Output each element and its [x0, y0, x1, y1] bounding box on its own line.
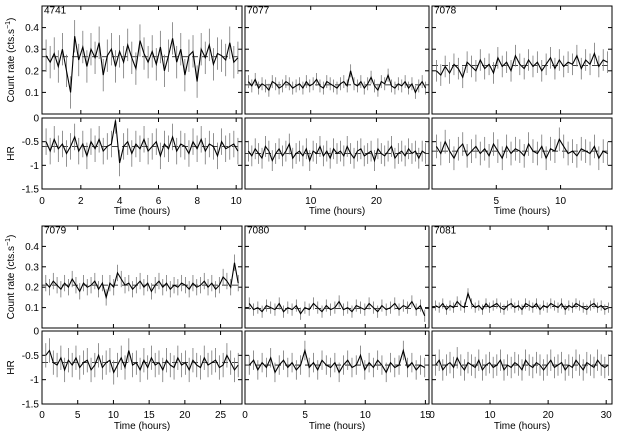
panel-obsid-label: 4741 — [44, 5, 67, 16]
count-rate-series-line — [248, 300, 426, 317]
axes-frame — [41, 330, 243, 405]
panel-obsid-label: 7077 — [247, 5, 270, 16]
count-rate-series-line — [247, 70, 427, 94]
y-axis-label-hr: HR — [6, 360, 17, 374]
y-tick-label: 0.2 — [25, 66, 39, 77]
x-tick-label: 0 — [39, 196, 45, 207]
y-tick-label: 0 — [33, 114, 39, 125]
x-tick-label: 15 — [420, 410, 432, 421]
y-tick-label: -1 — [30, 161, 39, 172]
hardness-ratio-series-line — [45, 349, 239, 374]
y-tick-label: 0.1 — [25, 303, 39, 314]
y-tick-label: 0.3 — [25, 45, 39, 56]
y-axis-label-count-rate: Count rate (cts.s−1) — [5, 235, 17, 320]
x-tick-label: 10 — [485, 410, 497, 421]
x-tick-label: 10 — [108, 410, 120, 421]
x-tick-label: 20 — [543, 410, 555, 421]
x-axis-label: Time (hours) — [494, 206, 550, 217]
panel-obsid-label: 7081 — [434, 225, 457, 236]
hardness-ratio-series-line — [247, 142, 426, 163]
y-axis-label-count-rate: Count rate (cts.s−1) — [5, 18, 17, 103]
y-tick-label: 0.2 — [25, 283, 39, 294]
axes-frame — [431, 5, 613, 115]
y-axis-label-superscript: −1 — [5, 238, 12, 246]
count-rate-series-line — [45, 36, 239, 93]
y-tick-label: 0.4 — [25, 242, 39, 253]
hardness-ratio-series-line — [435, 138, 608, 160]
x-tick-label: 6 — [156, 196, 162, 207]
axes-frame — [431, 330, 613, 405]
axes-frame — [244, 330, 430, 405]
count-rate-series-line — [45, 262, 239, 300]
y-tick-label: 0 — [33, 327, 39, 338]
x-axis-label: Time (hours) — [309, 421, 365, 432]
count-rate-series-line — [436, 51, 608, 79]
x-tick-label: 10 — [305, 196, 317, 207]
x-tick-label: 0 — [39, 410, 45, 421]
axes-frame — [41, 117, 243, 190]
hardness-ratio-series-line — [435, 356, 609, 372]
axes-frame — [41, 225, 243, 329]
x-tick-label: 10 — [360, 410, 372, 421]
x-tick-label: 30 — [601, 410, 613, 421]
panel-obsid-label: 7080 — [247, 225, 270, 236]
x-tick-label: 10 — [231, 196, 243, 207]
y-tick-label: -0.5 — [22, 137, 40, 148]
x-axis-label: Time (hours) — [494, 421, 550, 432]
x-axis-label: Time (hours) — [114, 421, 170, 432]
y-axis-label-superscript: −1 — [5, 21, 12, 29]
axes-frame — [41, 5, 243, 115]
hardness-ratio-series-line — [45, 120, 239, 164]
y-tick-label: -0.5 — [22, 351, 40, 362]
y-tick-label: -1 — [30, 375, 39, 386]
hardness-ratio-series-line — [248, 348, 425, 374]
axes-frame — [431, 117, 613, 190]
x-tick-label: 5 — [302, 410, 308, 421]
y-tick-label: 0.1 — [25, 88, 39, 99]
y-tick-label: -1.5 — [22, 185, 40, 196]
count-rate-series-line — [435, 291, 609, 311]
x-tick-label: 20 — [371, 196, 383, 207]
panel-obsid-label: 7079 — [44, 225, 67, 236]
x-tick-label: 8 — [195, 196, 201, 207]
y-axis-label-close: ) — [6, 18, 17, 21]
axes-frame — [244, 5, 430, 115]
axes-frame — [244, 225, 430, 329]
axes-frame — [431, 225, 613, 329]
x-axis-label: Time (hours) — [114, 206, 170, 217]
x-tick-label: 25 — [215, 410, 227, 421]
y-tick-label: 0.4 — [25, 23, 39, 34]
y-axis-label-close: ) — [6, 235, 17, 238]
panel-obsid-label: 7078 — [434, 5, 457, 16]
x-tick-label: 20 — [179, 410, 191, 421]
y-tick-label: -1.5 — [22, 400, 40, 411]
x-tick-label: 0 — [242, 410, 248, 421]
x-axis-label: Time (hours) — [309, 206, 365, 217]
x-tick-label: 0 — [429, 410, 435, 421]
x-tick-label: 5 — [75, 410, 81, 421]
x-tick-label: 2 — [78, 196, 84, 207]
y-tick-label: 0.3 — [25, 262, 39, 273]
x-tick-label: 5 — [494, 196, 500, 207]
x-tick-label: 10 — [555, 196, 567, 207]
y-axis-label-hr: HR — [6, 146, 17, 160]
x-tick-label: 4 — [117, 196, 123, 207]
x-tick-label: 15 — [144, 410, 156, 421]
